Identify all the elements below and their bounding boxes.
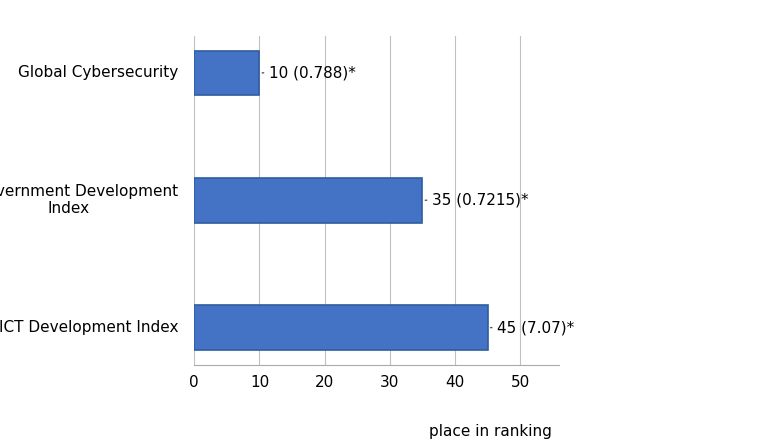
Bar <box>194 51 260 95</box>
Text: 35 (0.7215)*: 35 (0.7215)* <box>425 193 529 208</box>
Bar <box>194 178 423 222</box>
Bar <box>194 305 488 350</box>
Text: place in ranking: place in ranking <box>429 424 552 439</box>
Text: 10 (0.788)*: 10 (0.788)* <box>263 65 356 81</box>
Text: 45 (7.07)*: 45 (7.07)* <box>490 320 575 335</box>
